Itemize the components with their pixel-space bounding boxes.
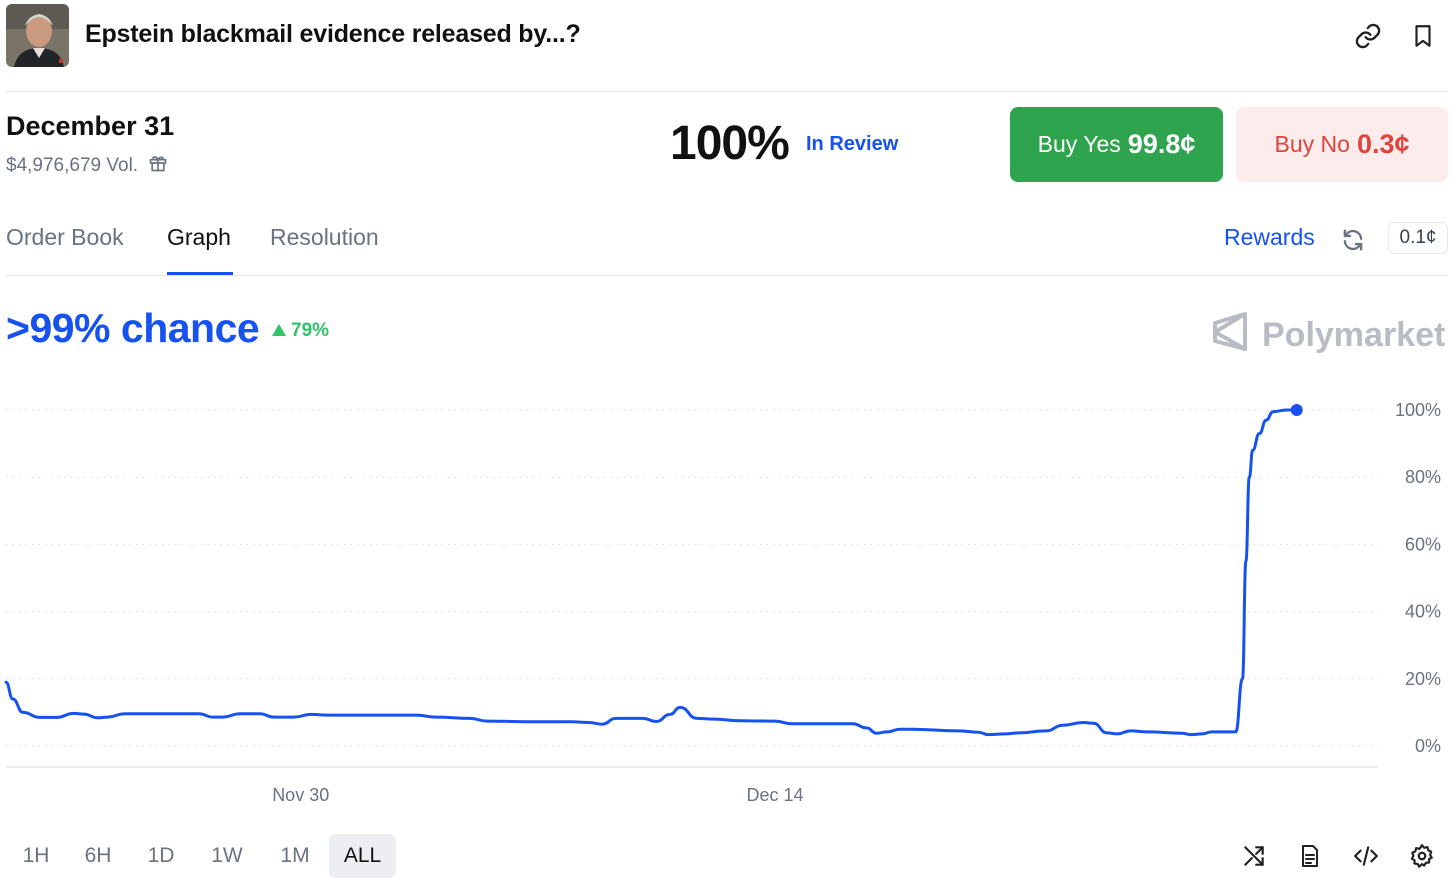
buy-yes-button[interactable]: Buy Yes 99.8¢	[1010, 107, 1223, 182]
tab-bar: Order Book Graph Resolution Rewards 0.1¢	[6, 206, 1448, 276]
polymarket-watermark: Polymarket	[1212, 311, 1445, 360]
polymarket-logo-icon	[1212, 311, 1248, 360]
status-badge: In Review	[806, 133, 899, 155]
buy-yes-label: Buy Yes	[1037, 131, 1121, 157]
range-1d[interactable]: 1D	[147, 844, 175, 867]
y-tick-label: 0%	[1415, 736, 1441, 756]
range-6h[interactable]: 6H	[84, 844, 112, 867]
latest-point-marker	[1290, 404, 1303, 416]
buy-yes-price: 99.8¢	[1127, 129, 1196, 159]
market-avatar	[6, 4, 69, 67]
tick-size-button[interactable]: 0.1¢	[1388, 222, 1448, 254]
range-all[interactable]: ALL	[329, 834, 396, 878]
buy-no-button[interactable]: Buy No 0.3¢	[1236, 107, 1448, 182]
market-header: Epstein blackmail evidence released by..…	[6, 4, 1448, 92]
buy-no-label: Buy No	[1274, 131, 1350, 157]
active-tab-indicator	[167, 272, 233, 275]
y-tick-label: 80%	[1405, 467, 1441, 487]
bookmark-icon[interactable]	[1407, 20, 1439, 52]
volume-text: $4,976,679 Vol.	[6, 155, 139, 176]
price-chart[interactable]: 100% 80% 60% 40% 20% 0% Nov 30 Dec 14	[0, 380, 1456, 820]
market-title: Epstein blackmail evidence released by..…	[85, 20, 581, 48]
x-tick-label: Dec 14	[746, 785, 803, 805]
current-probability: 100%	[670, 117, 790, 170]
volume-row: $4,976,679 Vol.	[6, 153, 168, 179]
arrow-up-icon	[272, 320, 286, 342]
shuffle-icon[interactable]	[1238, 840, 1270, 872]
brand-name: Polymarket	[1262, 316, 1446, 354]
range-1h[interactable]: 1H	[22, 844, 50, 867]
tab-resolution[interactable]: Resolution	[270, 224, 379, 250]
range-1m[interactable]: 1M	[280, 844, 310, 867]
y-tick-label: 40%	[1405, 602, 1441, 622]
y-tick-label: 100%	[1395, 400, 1441, 420]
y-tick-label: 20%	[1405, 669, 1441, 689]
refresh-icon[interactable]	[1339, 226, 1367, 254]
market-date: December 31	[6, 111, 175, 141]
settings-icon[interactable]	[1406, 840, 1438, 872]
range-1w[interactable]: 1W	[211, 844, 243, 867]
document-icon[interactable]	[1294, 840, 1326, 872]
tab-order-book[interactable]: Order Book	[6, 224, 124, 250]
link-icon[interactable]	[1352, 20, 1384, 52]
gift-icon[interactable]	[148, 153, 168, 179]
code-icon[interactable]	[1350, 840, 1382, 872]
series-line	[4, 408, 1299, 737]
tab-graph[interactable]: Graph	[167, 224, 231, 250]
buy-no-price: 0.3¢	[1356, 129, 1410, 159]
x-tick-label: Nov 30	[272, 785, 329, 805]
y-tick-label: 60%	[1405, 534, 1441, 554]
rewards-link[interactable]: Rewards	[1224, 224, 1315, 250]
change-indicator: 79%	[272, 320, 329, 342]
change-value: 79%	[291, 320, 330, 341]
chance-heading: >99% chance	[6, 305, 260, 351]
